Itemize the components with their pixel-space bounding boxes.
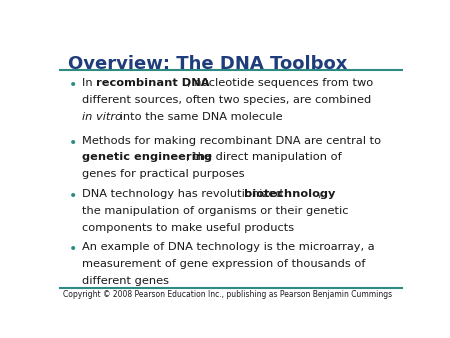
Text: An example of DNA technology is the microarray, a: An example of DNA technology is the micr… bbox=[82, 242, 375, 252]
Text: genetic engineering: genetic engineering bbox=[82, 152, 216, 163]
Text: DNA technology has revolutionized: DNA technology has revolutionized bbox=[82, 189, 290, 199]
Text: Overview: The DNA Toolbox: Overview: The DNA Toolbox bbox=[68, 55, 348, 73]
Text: •: • bbox=[68, 136, 77, 149]
Text: ,: , bbox=[317, 189, 321, 199]
Text: biotechnology: biotechnology bbox=[243, 189, 339, 199]
Text: , nucleotide sequences from two: , nucleotide sequences from two bbox=[187, 78, 374, 88]
Text: the manipulation of organisms or their genetic: the manipulation of organisms or their g… bbox=[82, 206, 349, 216]
Text: Copyright © 2008 Pearson Education Inc., publishing as Pearson Benjamin Cummings: Copyright © 2008 Pearson Education Inc.,… bbox=[63, 290, 392, 299]
Text: components to make useful products: components to make useful products bbox=[82, 223, 295, 233]
Text: Methods for making recombinant DNA are central to: Methods for making recombinant DNA are c… bbox=[82, 136, 385, 146]
Text: in vitro: in vitro bbox=[82, 112, 126, 122]
Text: recombinant DNA: recombinant DNA bbox=[96, 78, 214, 88]
Text: •: • bbox=[68, 189, 77, 203]
Text: different genes: different genes bbox=[82, 276, 169, 286]
Text: different sources, often two species, are combined: different sources, often two species, ar… bbox=[82, 95, 375, 105]
Text: into the same DNA molecule: into the same DNA molecule bbox=[116, 112, 283, 122]
Text: •: • bbox=[68, 242, 77, 256]
Text: •: • bbox=[68, 78, 77, 92]
Text: genes for practical purposes: genes for practical purposes bbox=[82, 169, 245, 179]
Text: measurement of gene expression of thousands of: measurement of gene expression of thousa… bbox=[82, 259, 366, 269]
Text: , the direct manipulation of: , the direct manipulation of bbox=[186, 152, 342, 163]
Text: In: In bbox=[82, 78, 100, 88]
